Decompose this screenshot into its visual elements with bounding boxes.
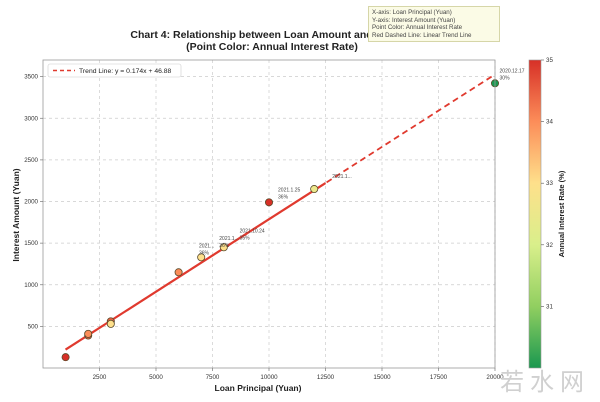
y-tick-label: 1000 [24,282,38,289]
y-tick-label: 500 [28,323,39,330]
data-point [310,185,319,194]
y-tick-label: 2000 [24,199,38,206]
point-label: 2021.1... [219,236,238,242]
x-tick-label: 15000 [373,374,391,381]
x-tick-label: 12500 [317,374,335,381]
point-labels-layer: 2021...36%2021.1...36%2021.10.2435%2021.… [199,68,525,256]
point-label: 2021.1... [332,174,351,180]
legend-box [47,63,182,78]
annotation-box: X-axis: Loan Principal (Yuan) Y-axis: In… [368,6,500,43]
point-label: 2021.1.25 [278,188,300,194]
chart-title: Chart 4: Relationship between Loan Amoun… [130,29,414,41]
x-tick-label: 20000 [486,374,504,381]
point-label: 35% [240,235,251,241]
annotation-line: Y-axis: Interest Amount (Yuan) [372,16,456,24]
chart-subtitle: (Point Color: Annual Interest Rate) [186,41,358,53]
colorbar-bar [528,59,542,369]
y-tick-label: 1500 [24,240,38,247]
point-label: 2021.10.24 [240,228,265,234]
data-point [61,353,70,362]
point-label: 30% [500,75,511,81]
point-label: 2021... [199,243,214,249]
colorbar-tick-label: 35 [546,57,553,64]
x-tick-label: 10000 [260,374,278,381]
x-tick-label: 2500 [93,374,107,381]
colorbar: 31 32 33 34 35 Annual Interest Rate (%) [528,57,566,369]
y-tick-label: 3000 [24,115,38,122]
colorbar-tick-label: 31 [546,303,553,310]
annotation-line: X-axis: Loan Principal (Yuan) [372,9,452,16]
axes: 2500 5000 7500 10000 12500 15000 17500 20000 500… [24,59,504,381]
colorbar-label: Annual Interest Rate (%) [557,170,566,257]
colorbar-tick-label: 32 [546,242,553,249]
annotation-line: Point Color: Annual Interest Rate [372,24,463,32]
point-label: 2020.12.17 [500,68,525,74]
data-point [219,243,228,252]
colorbar-tick-label: 33 [546,180,553,187]
data-point [106,319,115,328]
data-point [197,253,206,262]
watermark: 若水网 [500,368,590,396]
annotation-line: Red Dashed Line: Linear Trend Line [372,31,472,39]
point-label: 36% [278,195,289,201]
x-axis-label: Loan Principal (Yuan) [215,383,302,393]
x-tick-label: 5000 [149,374,163,381]
x-tick-label: 7500 [206,374,220,381]
legend: Trend Line: y = 0.174x + 46.88 [47,63,182,78]
x-tick-label: 17500 [430,374,448,381]
y-axis-label: Interest Amount (Yuan) [11,168,21,261]
trend-line-dashed [65,73,496,351]
y-tick-label: 2500 [24,157,38,164]
y-tick-label: 3500 [24,74,38,81]
point-label: 36% [219,243,230,249]
colorbar-tick-label: 34 [546,119,553,126]
legend-label: Trend Line: y = 0.174x + 46.88 [79,68,172,75]
data-point [174,268,183,277]
data-point [84,329,93,338]
data-point [264,198,273,207]
point-label: 36% [199,250,210,256]
